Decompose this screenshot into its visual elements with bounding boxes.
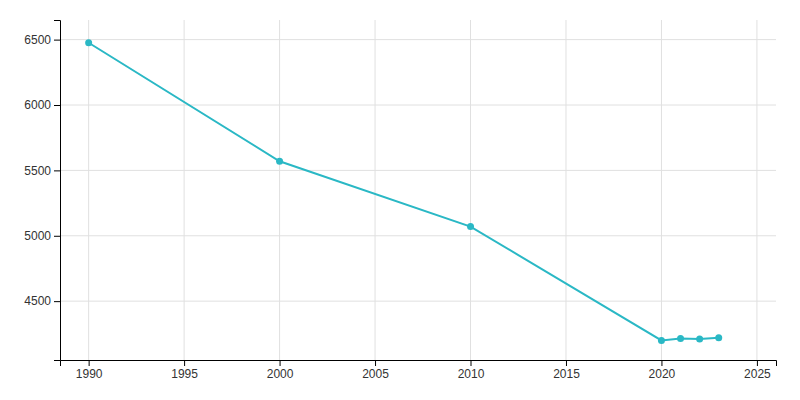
tick: 5500 <box>24 164 60 178</box>
point <box>467 223 474 230</box>
point <box>658 337 665 344</box>
tick-label: 2025 <box>744 367 771 381</box>
point <box>677 335 684 342</box>
tick: 2020 <box>649 360 676 381</box>
axis-line <box>61 361 777 367</box>
point <box>715 334 722 341</box>
tick: 2025 <box>744 360 771 381</box>
tick: 2015 <box>553 360 580 381</box>
grid-line <box>60 39 776 40</box>
grid-line <box>279 20 280 360</box>
grid-line <box>60 105 776 106</box>
tick-label: 2020 <box>649 367 676 381</box>
tick-mark <box>375 360 376 366</box>
point <box>696 336 703 343</box>
tick-label: 5000 <box>24 229 51 243</box>
tick-label: 2010 <box>458 367 485 381</box>
tick-label: 1995 <box>171 367 198 381</box>
tick-label: 2015 <box>553 367 580 381</box>
tick-mark <box>89 360 90 366</box>
tick: 2010 <box>458 360 485 381</box>
tick: 4500 <box>24 294 60 308</box>
grid-line <box>184 20 185 360</box>
grid-line <box>60 170 776 171</box>
tick-mark <box>661 360 662 366</box>
x-axis: 1990 1995 2000 2005 2010 2015 2020 2025 <box>61 360 777 381</box>
tick-mark <box>54 40 60 41</box>
grid-line <box>88 20 89 360</box>
tick-mark <box>757 360 758 366</box>
tick-label: 2000 <box>267 367 294 381</box>
tick-label: 4500 <box>24 294 51 308</box>
axis-line <box>54 21 61 361</box>
tick-mark <box>471 360 472 366</box>
tick-label: 6000 <box>24 98 51 112</box>
tick-mark <box>566 360 567 366</box>
tick-mark <box>54 301 60 302</box>
chart: 1990 1995 2000 2005 2010 2015 2020 2025 4500 5000… <box>0 0 800 400</box>
grid-line <box>565 20 566 360</box>
grid-line <box>661 20 662 360</box>
tick: 1990 <box>76 360 103 381</box>
tick-label: 1990 <box>76 367 103 381</box>
tick-mark <box>54 105 60 106</box>
y-axis: 4500 5000 5500 6000 6500 <box>24 21 60 361</box>
line <box>89 43 719 341</box>
tick-mark <box>184 360 185 366</box>
point <box>276 158 283 165</box>
tick: 2005 <box>362 360 389 381</box>
grid <box>60 20 776 360</box>
tick: 1995 <box>171 360 198 381</box>
grid-line <box>756 20 757 360</box>
tick-label: 5500 <box>24 164 51 178</box>
plot: 1990 1995 2000 2005 2010 2015 2020 2025 4500 5000… <box>24 20 776 381</box>
grid-line <box>60 235 776 236</box>
tick: 6000 <box>24 98 60 112</box>
tick-label: 6500 <box>24 33 51 47</box>
series <box>85 39 722 344</box>
point <box>85 39 92 46</box>
tick: 6500 <box>24 33 60 47</box>
tick-mark <box>280 360 281 366</box>
tick-label: 2005 <box>362 367 389 381</box>
grid-line <box>60 301 776 302</box>
grid-line <box>375 20 376 360</box>
tick-mark <box>54 170 60 171</box>
tick-mark <box>54 236 60 237</box>
tick: 2000 <box>267 360 294 381</box>
tick: 5000 <box>24 229 60 243</box>
grid-line <box>470 20 471 360</box>
